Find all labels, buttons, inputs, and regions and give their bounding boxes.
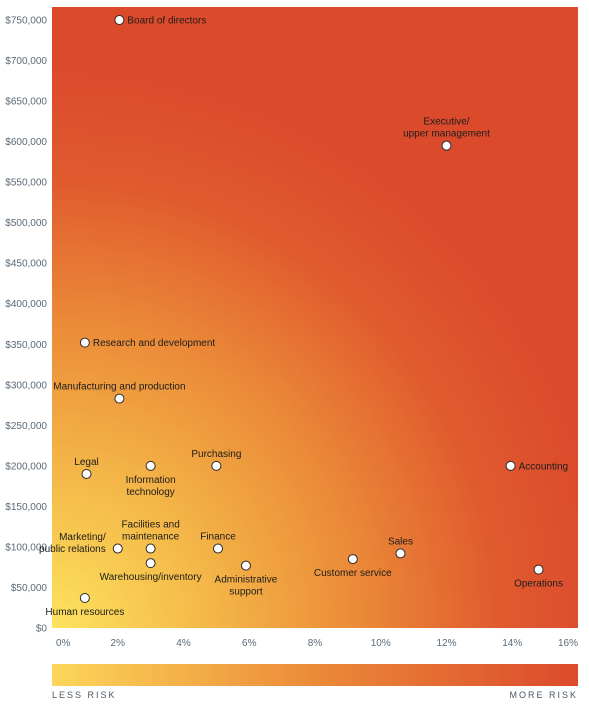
risk-gradient-bar xyxy=(52,664,578,686)
x-tick-label: 16% xyxy=(558,638,578,649)
point-label: Finance xyxy=(200,532,236,543)
x-tick-label: 12% xyxy=(436,638,456,649)
point-marker xyxy=(395,548,406,559)
x-tick-label: 14% xyxy=(502,638,522,649)
point-label: Marketing/ xyxy=(59,532,106,543)
data-point: Sales xyxy=(388,536,413,559)
x-axis: 0% 2% 4% 6% 8% 10% 12% 14% 16% xyxy=(56,638,578,649)
y-tick-label: $0 xyxy=(36,624,48,635)
y-axis: $0 $50,000 $100,000 $150,000 $200,000 $250,00… xyxy=(5,16,47,635)
data-point: Warehousing/inventory xyxy=(100,558,202,583)
point-marker xyxy=(240,560,251,571)
point-label: Research and development xyxy=(93,338,216,349)
point-marker xyxy=(114,393,125,404)
y-tick-label: $750,000 xyxy=(5,16,47,27)
y-tick-label: $550,000 xyxy=(5,178,47,189)
data-point: Human resources xyxy=(45,593,124,618)
y-tick-label: $650,000 xyxy=(5,97,47,108)
point-label: upper management xyxy=(403,129,490,140)
y-tick-label: $150,000 xyxy=(5,502,47,513)
y-tick-label: $600,000 xyxy=(5,137,47,148)
point-label: Administrative xyxy=(215,575,278,586)
y-tick-label: $50,000 xyxy=(11,583,48,594)
point-marker xyxy=(211,460,222,471)
point-marker xyxy=(79,593,90,604)
data-point: Accounting xyxy=(505,460,568,472)
x-tick-label: 0% xyxy=(56,638,71,649)
point-marker xyxy=(145,460,156,471)
y-tick-label: $200,000 xyxy=(5,461,47,472)
data-points: Board of directors Executive/upper manage… xyxy=(39,15,568,618)
x-tick-label: 4% xyxy=(176,638,191,649)
x-tick-label: 8% xyxy=(308,638,323,649)
y-tick-label: $350,000 xyxy=(5,340,47,351)
more-risk-label: MORE RISK xyxy=(509,690,578,700)
data-point: Customer service xyxy=(314,554,392,579)
x-tick-label: 6% xyxy=(242,638,257,649)
point-marker xyxy=(145,558,156,569)
point-label: Legal xyxy=(74,457,98,468)
data-point: Operations xyxy=(514,564,563,590)
y-tick-label: $300,000 xyxy=(5,380,47,391)
point-marker xyxy=(441,140,452,151)
data-point: Purchasing xyxy=(191,449,241,471)
point-label: Manufacturing and production xyxy=(53,382,185,393)
data-point: Finance xyxy=(200,532,236,554)
point-marker xyxy=(112,543,123,554)
less-risk-label: LESS RISK xyxy=(52,690,117,700)
point-label: technology xyxy=(126,487,174,498)
point-label: Board of directors xyxy=(127,16,206,27)
point-label: support xyxy=(229,587,263,598)
point-label: Human resources xyxy=(45,607,124,618)
data-point: Executive/upper management xyxy=(403,117,490,151)
y-tick-label: $450,000 xyxy=(5,259,47,270)
data-point: Legal xyxy=(74,457,99,479)
point-label: Accounting xyxy=(519,461,568,472)
point-marker xyxy=(505,460,516,471)
point-label: Purchasing xyxy=(191,449,241,460)
data-point: Research and development xyxy=(79,337,216,349)
plot-background xyxy=(52,7,578,628)
point-label: Warehousing/inventory xyxy=(100,572,202,583)
point-label: Customer service xyxy=(314,568,392,579)
point-label: maintenance xyxy=(122,532,180,543)
x-tick-label: 10% xyxy=(371,638,391,649)
point-label: public relations xyxy=(39,544,106,555)
point-marker xyxy=(81,468,92,479)
point-label: Sales xyxy=(388,536,413,547)
point-marker xyxy=(145,543,156,554)
point-marker xyxy=(79,337,90,348)
data-point: Marketing/public relations xyxy=(39,532,123,555)
y-tick-label: $400,000 xyxy=(5,299,47,310)
data-point: Board of directors xyxy=(114,15,206,27)
point-label: Facilities and xyxy=(121,520,179,531)
point-label: Executive/ xyxy=(423,117,469,128)
y-tick-label: $250,000 xyxy=(5,421,47,432)
y-tick-label: $700,000 xyxy=(5,56,47,67)
y-tick-label: $100,000 xyxy=(5,542,47,553)
x-tick-label: 2% xyxy=(111,638,126,649)
point-marker xyxy=(533,564,544,575)
point-marker xyxy=(213,543,224,554)
data-point: Manufacturing and production xyxy=(53,382,186,404)
point-label: Information xyxy=(126,475,176,486)
point-marker xyxy=(114,15,125,25)
point-marker xyxy=(347,554,358,565)
point-label: Operations xyxy=(514,579,563,590)
y-tick-label: $500,000 xyxy=(5,218,47,229)
